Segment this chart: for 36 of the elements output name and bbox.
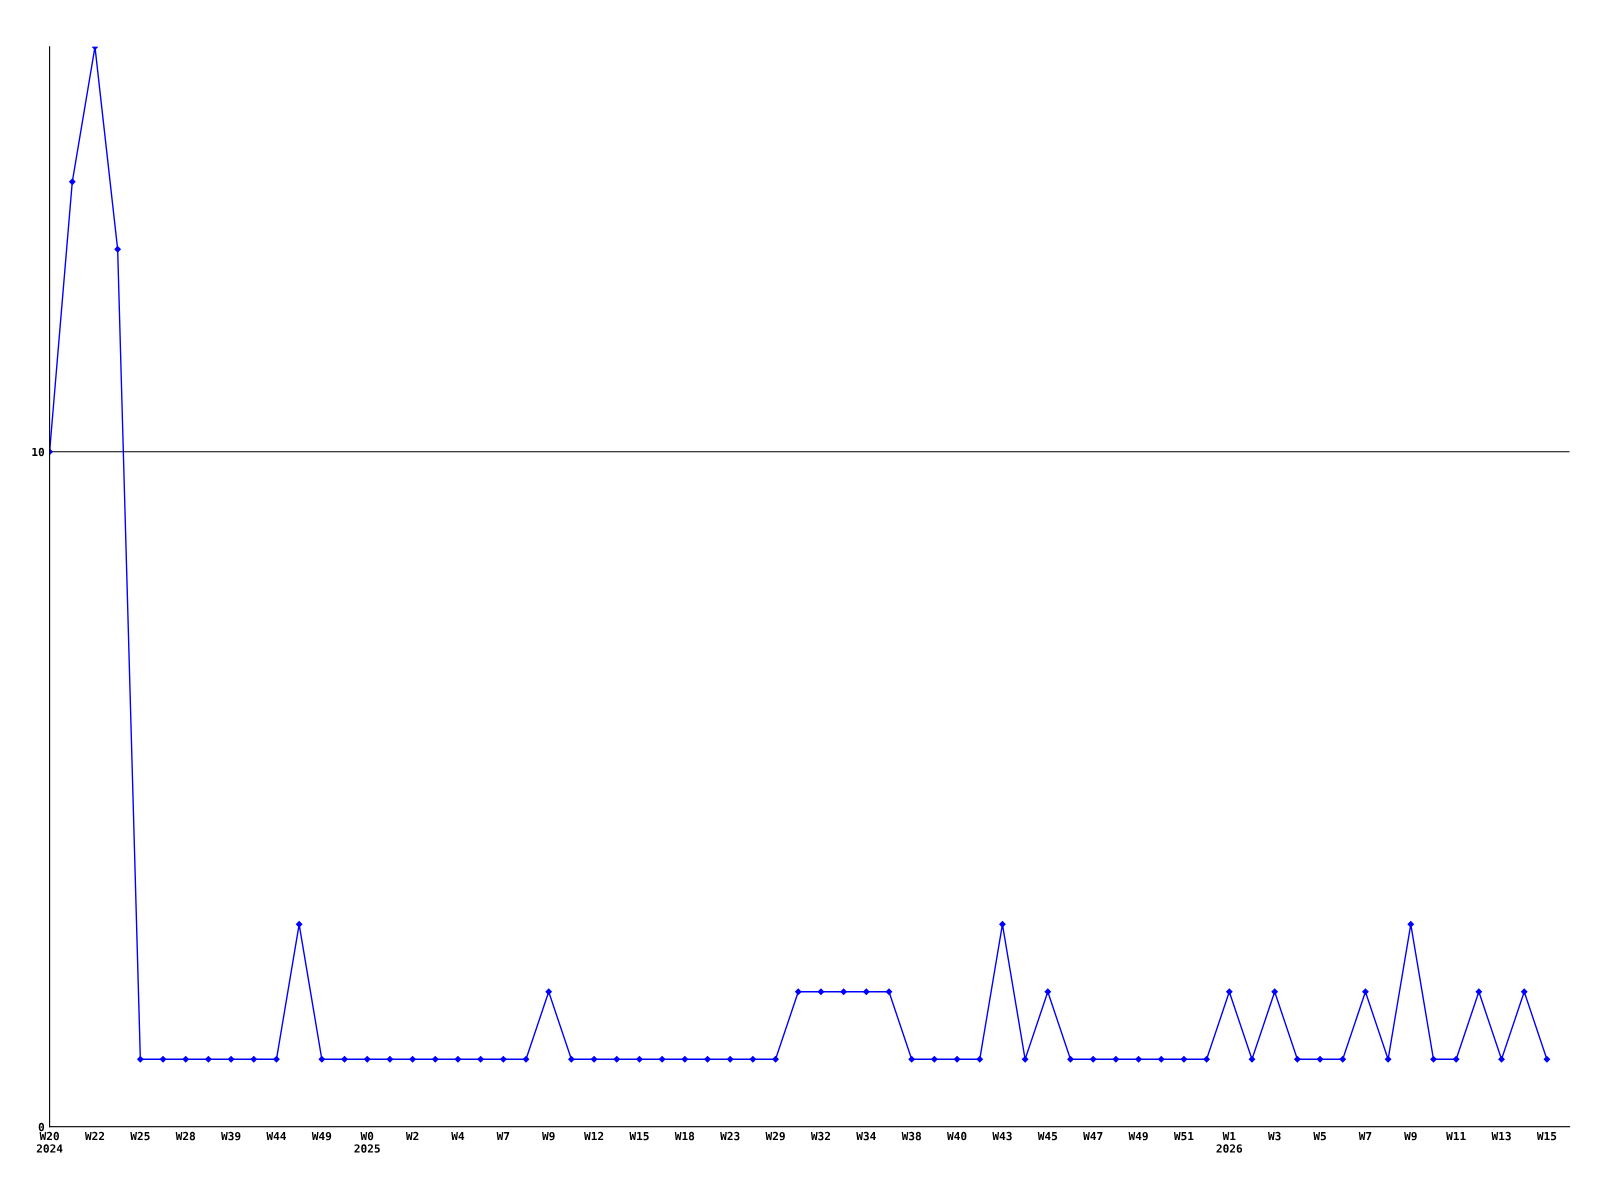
x-tick-label: W29 bbox=[765, 1131, 785, 1141]
x-tick-label: W23 bbox=[720, 1131, 740, 1141]
x-tick-label: W20 2024 bbox=[36, 1131, 63, 1153]
x-tick-label: W9 bbox=[542, 1131, 555, 1141]
x-tick-label: W13 bbox=[1491, 1131, 1511, 1141]
x-tick-label: W49 bbox=[311, 1131, 332, 1141]
x-tick-label: W11 bbox=[1446, 1132, 1466, 1141]
x-tick-label: W45 bbox=[1037, 1132, 1058, 1141]
x-tick-label: W32 bbox=[810, 1131, 831, 1141]
x-tick-label: W43 bbox=[992, 1131, 1012, 1141]
x-tick-label: W12 bbox=[584, 1131, 604, 1141]
x-tick-label: W47 bbox=[1083, 1132, 1103, 1141]
x-tick-label: W28 bbox=[175, 1131, 196, 1141]
x-tick-label: W22 bbox=[84, 1131, 105, 1141]
x-tick-label: W51 bbox=[1173, 1132, 1194, 1141]
x-tick-label: W25 bbox=[130, 1131, 150, 1141]
x-tick-label: W4 bbox=[451, 1132, 465, 1141]
x-tick-label: W7 bbox=[1358, 1132, 1372, 1141]
y-tick-label: 0 bbox=[38, 1122, 45, 1132]
x-tick-label: W5 bbox=[1313, 1132, 1326, 1141]
y-tick-label: 10 bbox=[32, 447, 45, 457]
x-tick-label: W34 bbox=[856, 1131, 876, 1141]
x-tick-label: W7 bbox=[496, 1132, 510, 1141]
x-tick-label: W0 2025 bbox=[354, 1131, 380, 1153]
x-tick-label: W2 bbox=[405, 1131, 419, 1141]
x-tick-label: W49 bbox=[1128, 1131, 1148, 1141]
x-tick-label: W15 bbox=[629, 1132, 649, 1141]
x-tick-label: W15 bbox=[1536, 1132, 1557, 1141]
x-tick-label: W39 bbox=[221, 1131, 241, 1141]
x-tick-label: W40 bbox=[947, 1131, 967, 1141]
x-tick-label: W44 bbox=[266, 1132, 286, 1141]
x-tick-label: W9 bbox=[1404, 1131, 1417, 1141]
x-tick-label: W1 2026 bbox=[1216, 1132, 1243, 1153]
x-tick-label: W18 bbox=[674, 1131, 695, 1141]
x-tick-label: W3 bbox=[1267, 1131, 1281, 1141]
x-tick-label: W38 bbox=[901, 1131, 922, 1141]
